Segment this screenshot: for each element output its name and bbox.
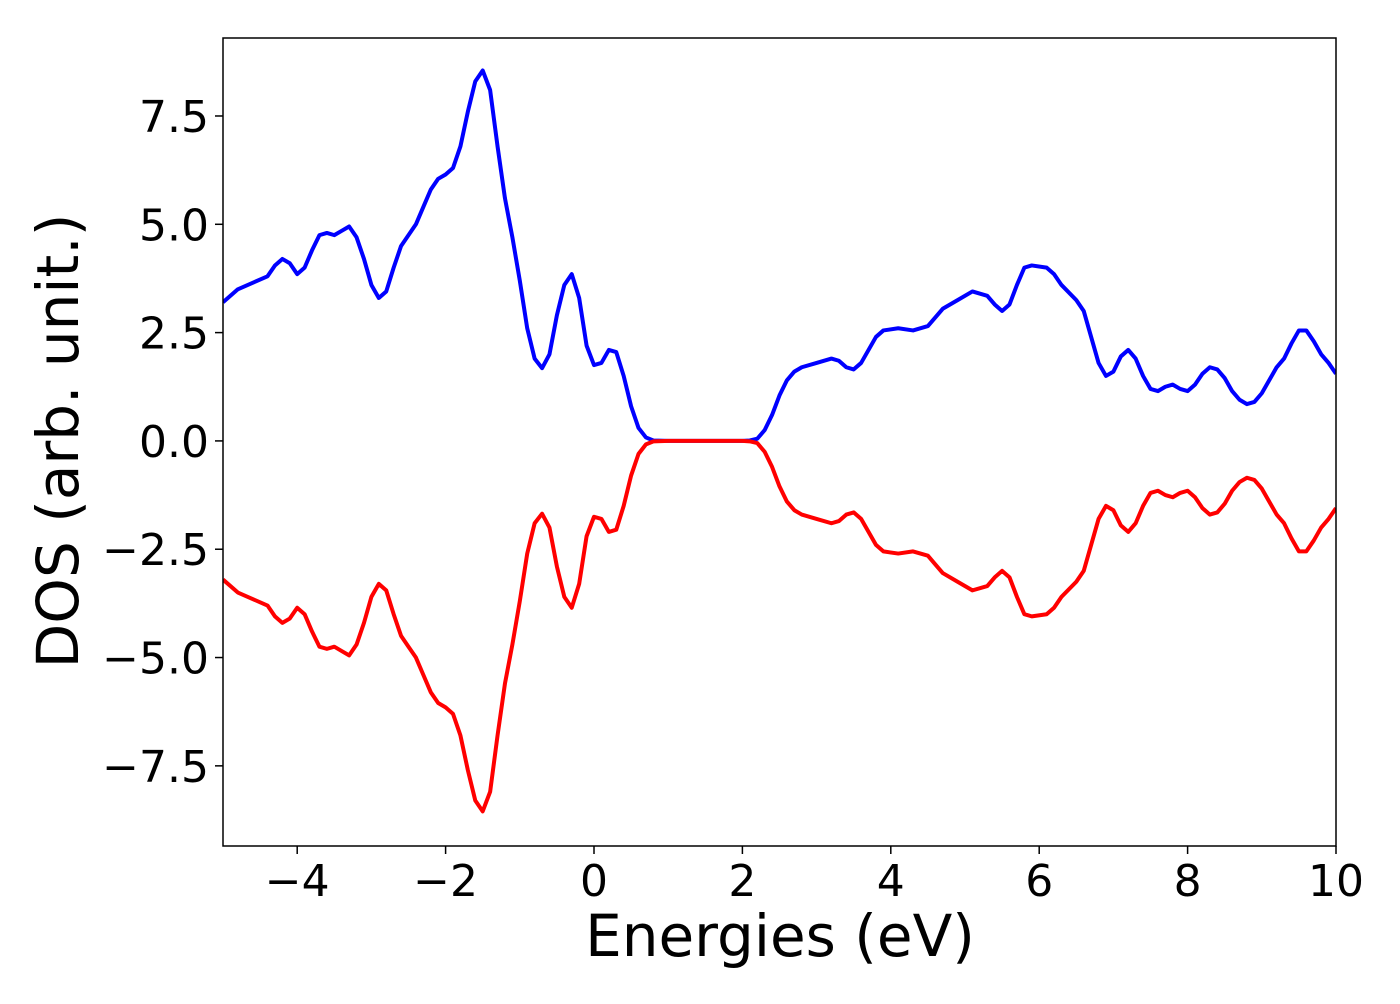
x-tick-label: 4 <box>877 856 905 907</box>
plot-frame <box>222 37 1337 847</box>
x-axis-label: Energies (eV) <box>585 902 975 970</box>
x-tick-label: 0 <box>580 856 608 907</box>
x-tick-label: 10 <box>1308 856 1364 907</box>
x-tick-label: 6 <box>1025 856 1053 907</box>
y-tick-label: −5.0 <box>102 634 209 685</box>
y-tick-label: −2.5 <box>102 525 209 576</box>
y-tick-label: 5.0 <box>139 200 209 251</box>
x-tick-label: −4 <box>265 856 330 907</box>
x-tick-label: 2 <box>728 856 756 907</box>
y-tick-label: 2.5 <box>139 309 209 360</box>
y-tick-label: 7.5 <box>139 92 209 143</box>
y-tick-label: 0.0 <box>139 417 209 468</box>
x-tick-label: −2 <box>413 856 478 907</box>
series-line <box>223 438 1336 814</box>
y-axis-label: DOS (arb. unit.) <box>24 214 92 669</box>
x-tick-label: 8 <box>1174 856 1202 907</box>
y-tick-label: −7.5 <box>102 742 209 793</box>
series-line <box>223 68 1336 443</box>
